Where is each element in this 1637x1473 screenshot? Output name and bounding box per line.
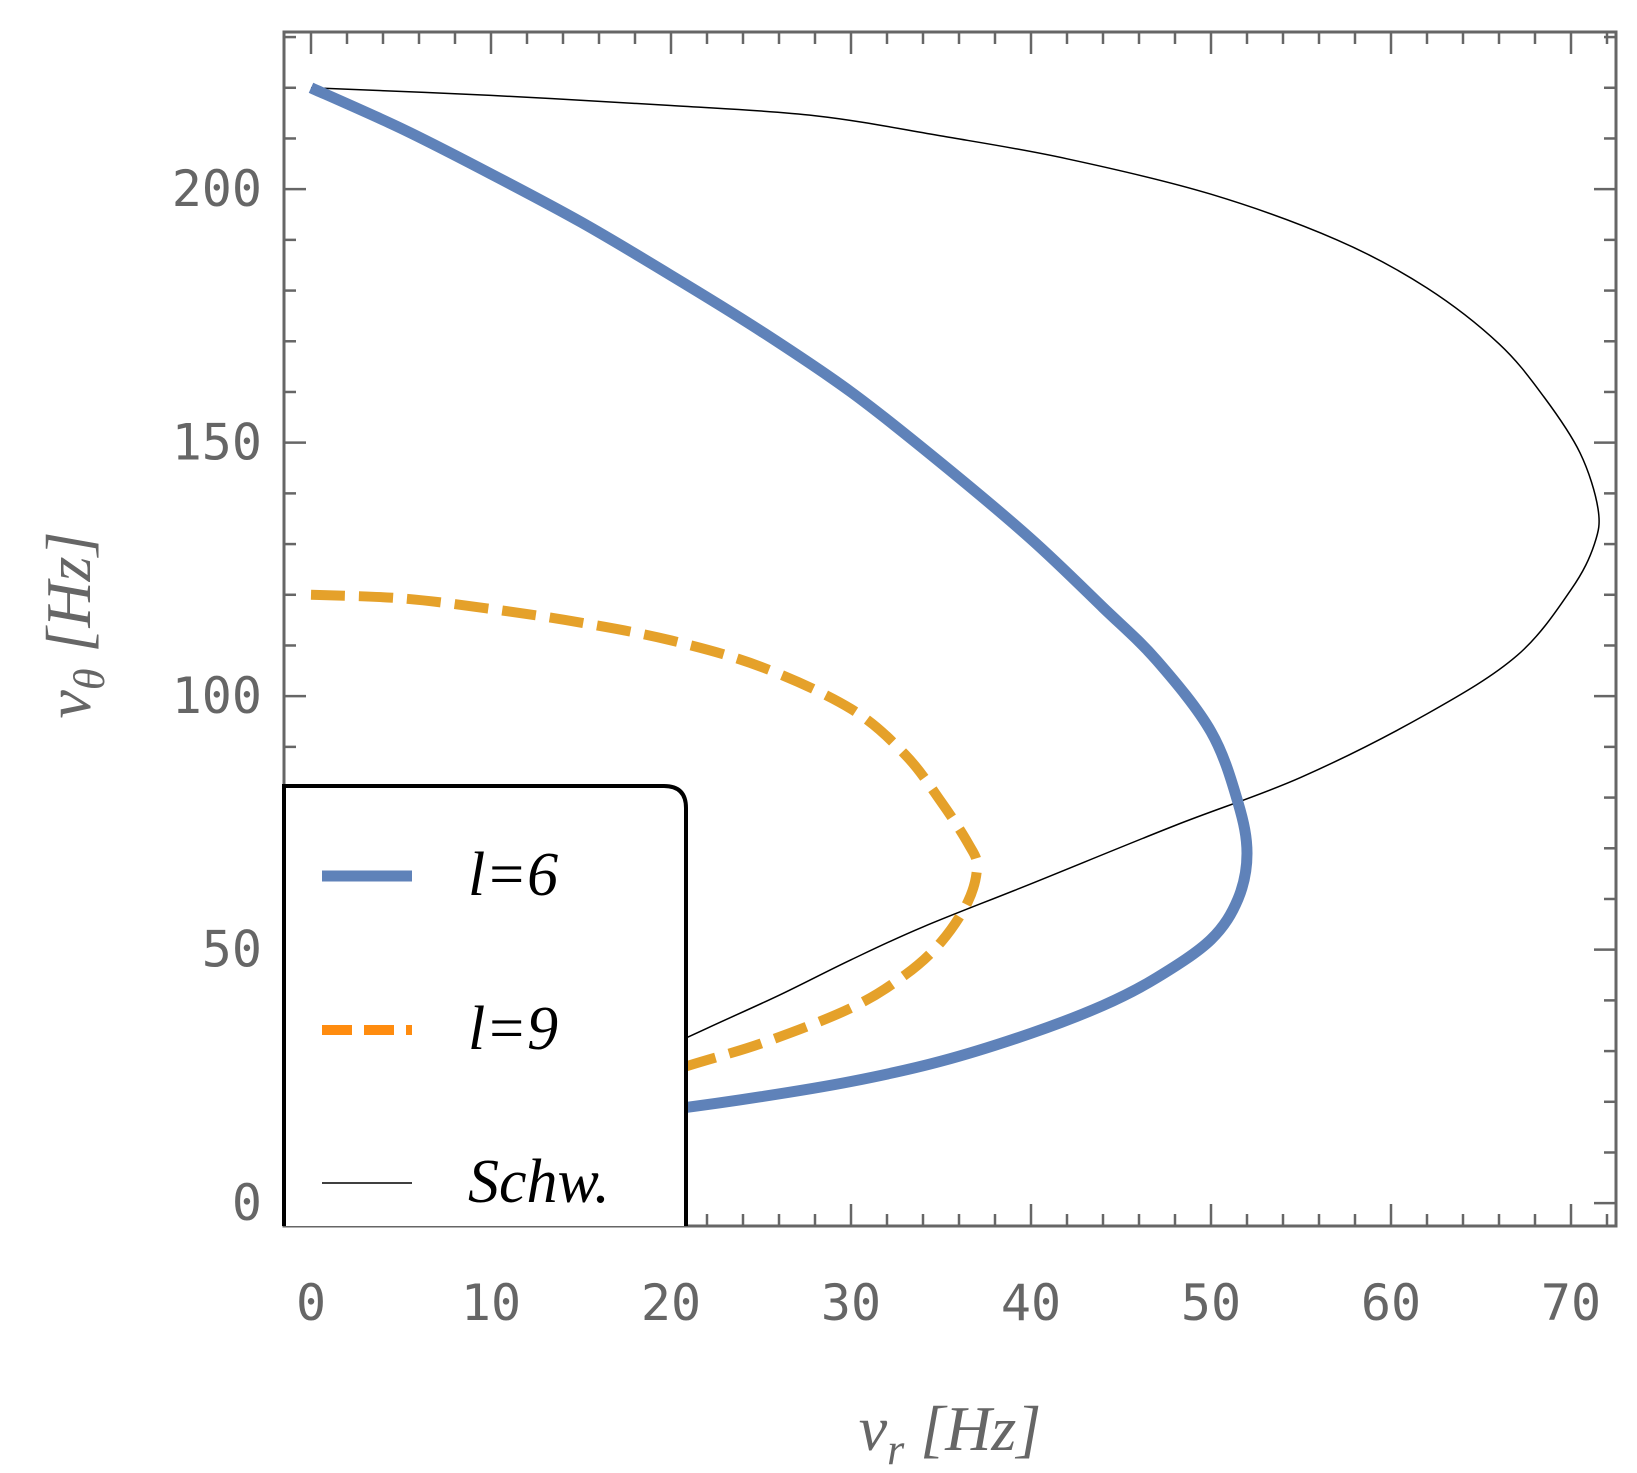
y-tick-label: 200	[172, 160, 262, 218]
x-tick-label: 0	[296, 1274, 326, 1332]
y-tick-label: 150	[172, 414, 262, 472]
y-tick-label: 100	[172, 667, 262, 725]
x-tick-label: 40	[1001, 1274, 1061, 1332]
x-tick-label: 70	[1541, 1274, 1601, 1332]
x-axis-subscript: r	[887, 1425, 905, 1473]
tick-labels: 0 10 20 30 40 50 60 70 0 50 100 150 200	[172, 160, 1601, 1332]
x-axis-label: νr [Hz]	[859, 1393, 1041, 1473]
legend-label-l9: l=9	[468, 995, 558, 1063]
y-axis-unit: [Hz]	[33, 532, 104, 669]
x-tick-label: 20	[641, 1274, 701, 1332]
x-tick-label: 50	[1181, 1274, 1241, 1332]
x-tick-label: 10	[461, 1274, 521, 1332]
y-axis-label: νθ [Hz]	[33, 532, 114, 719]
x-tick-label: 60	[1361, 1274, 1421, 1332]
ticks	[284, 32, 1616, 1226]
legend-box	[282, 784, 688, 1226]
x-axis-unit: [Hz]	[904, 1393, 1041, 1464]
legend: l=6 l=9 Schw.	[282, 784, 688, 1226]
legend-label-l6: l=6	[468, 841, 558, 909]
y-axis-symbol: ν	[33, 689, 104, 718]
series-line-l9	[310, 589, 982, 1126]
y-tick-label: 0	[232, 1174, 262, 1232]
x-tick-label: 30	[821, 1274, 881, 1332]
y-tick-label: 50	[202, 921, 262, 979]
series-line-l6	[308, 82, 1253, 1125]
series-line-schw	[310, 87, 1600, 1083]
x-axis-symbol: ν	[859, 1393, 888, 1464]
y-axis-subscript: θ	[65, 668, 114, 690]
plot-frame	[282, 30, 1618, 1228]
legend-label-schw: Schw.	[468, 1148, 610, 1216]
series-layer	[308, 82, 1600, 1126]
